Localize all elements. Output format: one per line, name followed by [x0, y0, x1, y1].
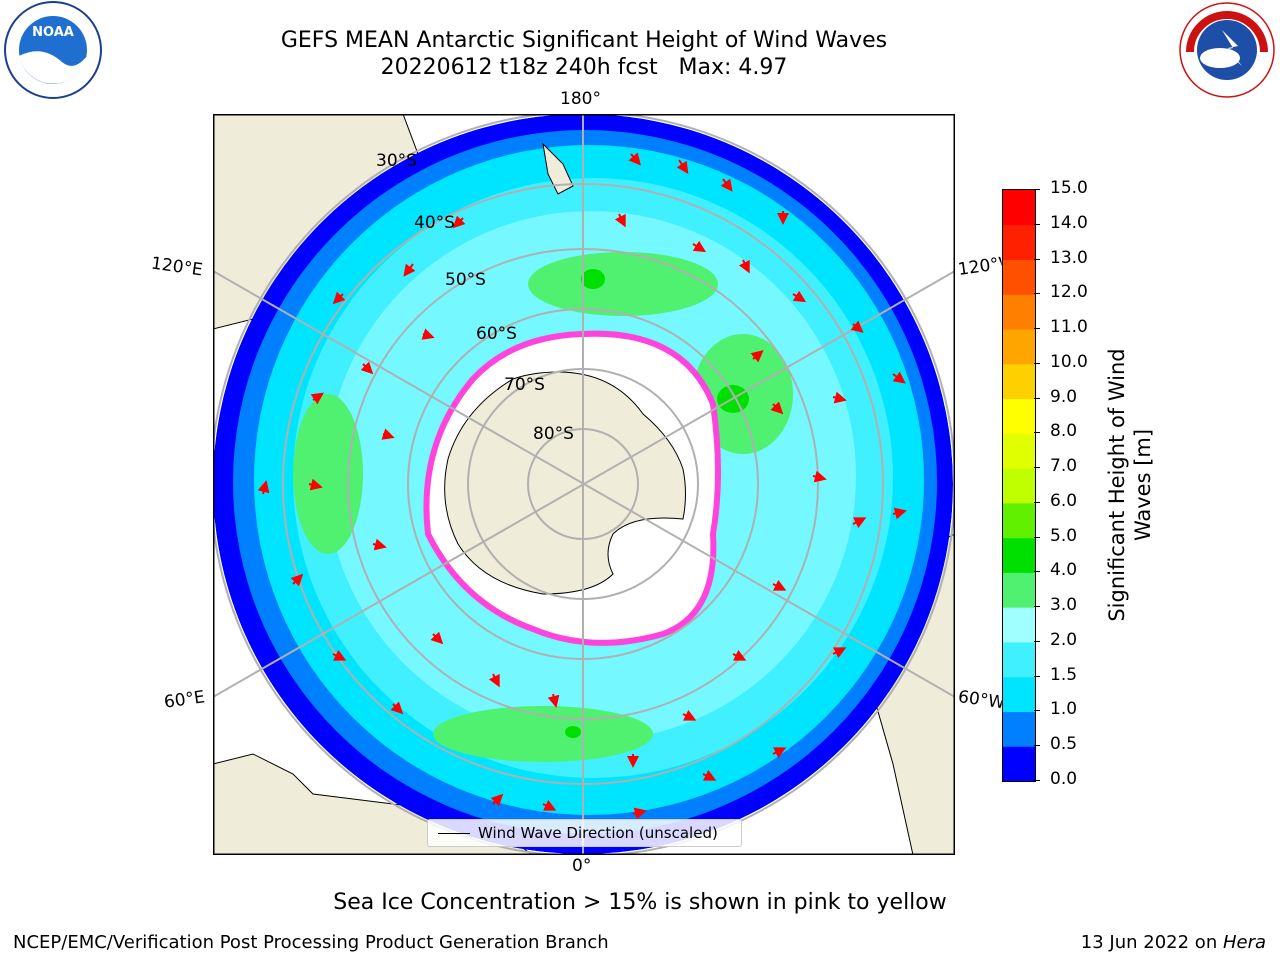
colorbar-swatch-9 — [1003, 433, 1035, 469]
colorbar-tick-label: 1.5 — [1050, 664, 1078, 685]
legend-line-swatch — [438, 833, 470, 834]
colorbar-tick-mark — [1034, 362, 1040, 364]
map-subtitle: 20220612 t18z 240h fcst Max: 4.97 — [380, 55, 788, 80]
colorbar-tick-mark — [1034, 606, 1040, 608]
colorbar-tick-mark — [1034, 710, 1040, 712]
colorbar-tick-label: 2.0 — [1050, 629, 1078, 650]
colorbar-swatch-14 — [1003, 259, 1035, 295]
lat-label-60: 60°S — [476, 324, 517, 344]
noaa-logo-text: NOAA — [32, 25, 74, 40]
colorbar-tick-mark — [1034, 571, 1040, 573]
colorbar-tick-label: 12.0 — [1050, 282, 1088, 303]
nws-logo — [1176, 0, 1278, 100]
colorbar-swatch-5 — [1003, 572, 1035, 608]
colorbar-swatch-11 — [1003, 363, 1035, 400]
colorbar-swatch-4 — [1003, 607, 1035, 643]
land-antarctica — [444, 371, 686, 595]
colorbar-swatch-10 — [1003, 398, 1035, 434]
colorbar — [1002, 189, 1036, 782]
lon-label-right-lower: 60°W — [956, 687, 1004, 713]
lon-label-right-upper: 120°W — [956, 254, 1004, 280]
colorbar-tick-label: 0.5 — [1050, 734, 1078, 755]
land-new-zealand — [542, 142, 574, 195]
colorbar-tick-mark — [1034, 640, 1040, 642]
lon-label-top: 180° — [560, 89, 601, 109]
colorbar-tick-mark — [1034, 223, 1040, 225]
colorbar-tick-label: 7.0 — [1050, 456, 1078, 477]
colorbar-swatch-12 — [1003, 329, 1035, 365]
colorbar-swatch-13 — [1003, 294, 1035, 330]
colorbar-title-line2: Waves [m] — [1131, 428, 1155, 542]
colorbar-swatch-15 — [1003, 224, 1035, 261]
lon-label-left-upper: 120°E — [149, 253, 204, 281]
colorbar-swatch-2 — [1003, 676, 1035, 712]
colorbar-tick-mark — [1034, 780, 1040, 781]
graticule — [213, 114, 955, 855]
lon-label-left-lower: 60°E — [162, 687, 207, 713]
lat-label-70: 70°S — [504, 375, 545, 395]
map-title: GEFS MEAN Antarctic Significant Height o… — [280, 28, 888, 53]
colorbar-swatch-7 — [1003, 502, 1035, 539]
footer-right: 13 Jun 2022 on Hera — [1081, 932, 1266, 953]
colorbar-swatch-3 — [1003, 641, 1035, 678]
colorbar-tick-mark — [1034, 467, 1040, 469]
colorbar-tick-label: 14.0 — [1050, 212, 1088, 233]
lat-label-40: 40°S — [414, 213, 455, 233]
colorbar-tick-mark — [1034, 328, 1040, 330]
lat-label-50: 50°S — [445, 270, 486, 290]
colorbar-tick-mark — [1034, 432, 1040, 434]
colorbar-tick-label: 10.0 — [1050, 351, 1088, 372]
lon-label-bottom: 0° — [572, 856, 592, 876]
colorbar-swatches — [1003, 190, 1035, 782]
colorbar-swatch-6 — [1003, 537, 1035, 573]
colorbar-tick-label: 3.0 — [1050, 595, 1078, 616]
wind-arrows — [257, 152, 907, 820]
noaa-logo: NOAA — [2, 0, 104, 100]
colorbar-tick-label: 0.0 — [1050, 769, 1078, 789]
colorbar-tick-mark — [1034, 258, 1040, 260]
colorbar-tick-label: 11.0 — [1050, 317, 1088, 338]
colorbar-tick-label: 15.0 — [1050, 178, 1088, 198]
colorbar-tick-label: 13.0 — [1050, 247, 1088, 268]
colorbar-tick-mark — [1034, 397, 1040, 399]
colorbar-swatch-8 — [1003, 468, 1035, 504]
colorbar-tick-label: 9.0 — [1050, 386, 1078, 407]
colorbar-tick-mark — [1034, 293, 1040, 295]
sea-ice-note: Sea Ice Concentration > 15% is shown in … — [333, 890, 947, 915]
map-legend: Wind Wave Direction (unscaled) — [427, 819, 742, 847]
colorbar-swatch-1 — [1003, 711, 1035, 747]
colorbar-tick-mark — [1034, 501, 1040, 503]
colorbar-tick-mark — [1034, 189, 1040, 190]
colorbar-swatch-0 — [1003, 746, 1035, 782]
polar-map — [213, 114, 955, 855]
colorbar-tick-mark — [1034, 745, 1040, 747]
footer-date: 13 Jun 2022 on — [1080, 932, 1223, 953]
colorbar-tick-label: 5.0 — [1050, 525, 1078, 546]
footer-left: NCEP/EMC/Verification Post Processing Pr… — [13, 932, 609, 953]
colorbar-tick-label: 8.0 — [1050, 421, 1078, 442]
lat-label-30: 30°S — [376, 151, 417, 171]
colorbar-ticks: 0.0 0.5 1.0 1.5 2.0 3.0 4.0 5.0 6.0 7.0 8.0 9.0 10.0… — [1034, 178, 1094, 789]
colorbar-tick-label: 4.0 — [1050, 560, 1078, 581]
colorbar-title-line1: Significant Height of Wind — [1105, 348, 1129, 622]
map-panel — [213, 114, 955, 855]
colorbar-tick-mark — [1034, 536, 1040, 538]
footer-host: Hera — [1222, 932, 1266, 953]
colorbar-tick-mark — [1034, 675, 1040, 677]
colorbar-swatch-16 — [1003, 190, 1035, 226]
colorbar-tick-label: 1.0 — [1050, 699, 1078, 720]
legend-label: Wind Wave Direction (unscaled) — [478, 824, 718, 842]
lat-label-80: 80°S — [533, 424, 574, 444]
colorbar-tick-label: 6.0 — [1050, 490, 1078, 511]
